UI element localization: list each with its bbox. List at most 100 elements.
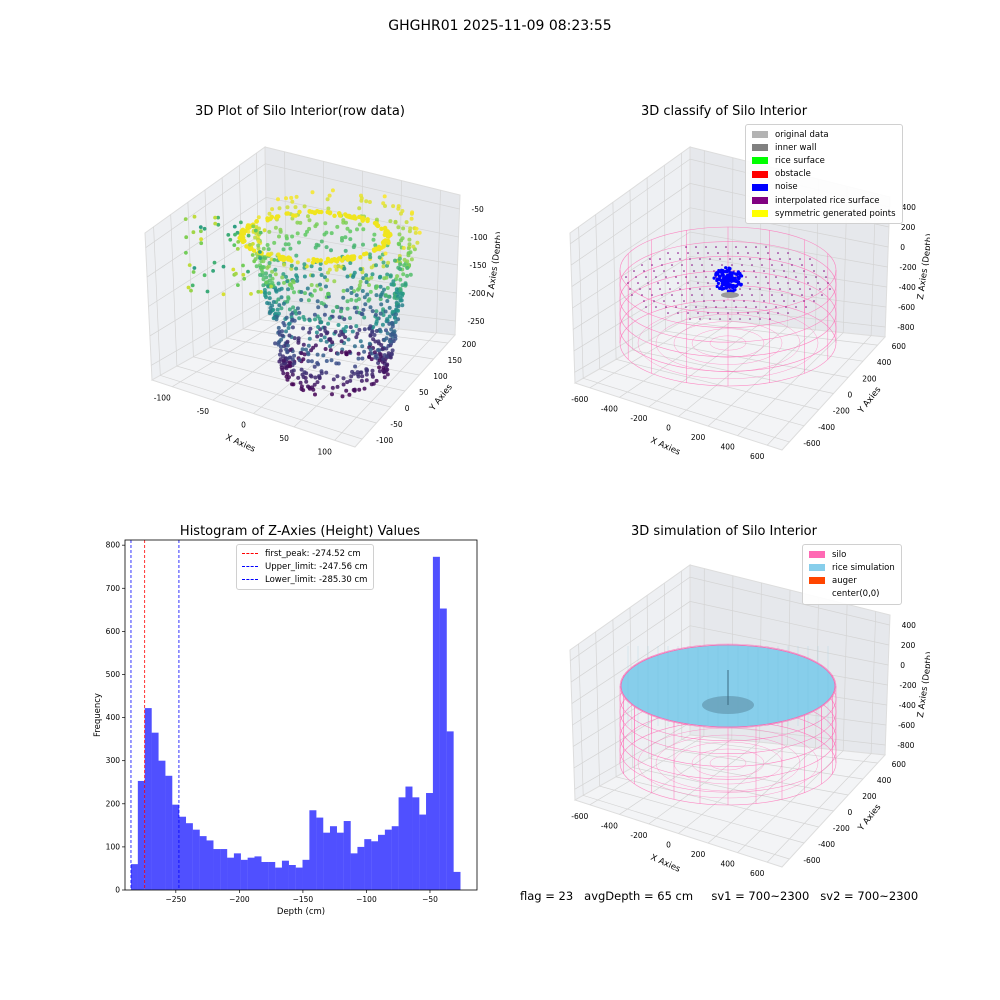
scatter-point xyxy=(325,256,331,262)
scatter-point xyxy=(192,214,197,219)
scatter-point xyxy=(256,215,261,220)
raw-3d-plot[interactable]: -100-50050100200150100500-50-100-50-100-… xyxy=(130,125,500,470)
legend-item: obstacle xyxy=(752,168,896,181)
scatter-point xyxy=(295,306,300,311)
histogram-bar xyxy=(357,846,365,890)
scatter-point xyxy=(267,301,272,306)
scatter-point xyxy=(398,288,403,293)
interpolated-point xyxy=(697,312,699,314)
scatter-point xyxy=(349,291,354,295)
scatter-point xyxy=(291,279,295,284)
scatter-point xyxy=(306,258,311,263)
scatter-point xyxy=(285,350,290,355)
z-tick-label: 200 xyxy=(901,641,916,650)
interpolated-point xyxy=(645,306,647,308)
scatter-point xyxy=(277,329,282,334)
scatter-point xyxy=(345,299,350,304)
z-tick-label: -400 xyxy=(899,283,916,292)
legend-swatch xyxy=(752,170,768,178)
interpolated-point xyxy=(713,300,715,302)
scatter-point xyxy=(401,226,406,231)
scatter-point xyxy=(388,274,393,279)
scatter-point xyxy=(302,370,307,375)
histogram-bar xyxy=(384,829,392,890)
scatter-point xyxy=(189,288,193,293)
histogram-bar xyxy=(329,826,337,890)
scatter-point xyxy=(308,373,313,378)
scatter-point xyxy=(366,298,371,303)
scatter-point xyxy=(309,209,315,215)
x-grid-line xyxy=(737,604,848,853)
silo-floor-ring xyxy=(709,335,747,351)
scatter-point xyxy=(313,392,317,397)
scatter-point xyxy=(327,210,333,215)
scatter-point xyxy=(373,312,378,317)
scatter-point xyxy=(335,384,340,389)
y-grid-line xyxy=(646,177,849,378)
scatter-point xyxy=(295,220,300,225)
scatter-point xyxy=(297,316,302,321)
scatter-point xyxy=(258,230,263,235)
scatter-point xyxy=(364,273,369,278)
scatter-point xyxy=(294,253,299,258)
scatter-point xyxy=(386,260,391,265)
histogram-chart[interactable]: −250 −200 −150 −100 −50 0 100 200 300 400 500 600 70… xyxy=(85,535,485,920)
z-grid-line xyxy=(571,207,889,287)
interpolated-point xyxy=(695,276,697,278)
interpolated-point xyxy=(785,276,787,278)
interpolated-point xyxy=(673,300,675,302)
scatter-point xyxy=(360,374,365,379)
interpolated-point xyxy=(791,294,793,296)
scatter-point xyxy=(373,243,378,248)
x-tick-label: −250 xyxy=(166,895,187,904)
interpolated-point xyxy=(773,270,775,272)
interpolated-point xyxy=(749,318,751,320)
scatter-point xyxy=(362,327,367,332)
scatter-point xyxy=(316,325,321,329)
scatter-point xyxy=(341,376,346,381)
scatter-point xyxy=(317,316,322,321)
scatter-point xyxy=(377,365,382,370)
interpolated-point xyxy=(727,252,729,254)
scatter-point xyxy=(299,290,304,294)
y-tick-label: 600 xyxy=(892,760,907,769)
noise-point xyxy=(725,282,729,286)
scatter-point xyxy=(251,224,256,229)
scatter-point xyxy=(331,377,336,382)
scatter-point xyxy=(288,348,293,352)
scatter-point xyxy=(334,267,339,272)
x-tick-label: 0 xyxy=(666,841,671,850)
y-tick-label: 200 xyxy=(462,340,477,349)
scatter-point xyxy=(301,342,306,347)
histogram-bar xyxy=(240,859,248,890)
interpolated-point xyxy=(699,288,701,290)
scatter-point xyxy=(280,333,285,338)
scatter-point xyxy=(398,267,402,271)
scatter-point xyxy=(284,196,288,201)
noise-point xyxy=(720,284,724,288)
scatter-point xyxy=(330,340,335,345)
scatter-point xyxy=(349,256,354,262)
scatter-point xyxy=(245,225,250,230)
x-grid-line xyxy=(678,589,791,834)
scatter-point xyxy=(327,267,332,272)
scatter-point xyxy=(361,216,366,222)
y-tick-label: 800 xyxy=(106,541,121,550)
y-grid-line xyxy=(170,214,377,424)
scatter-point xyxy=(357,283,362,288)
y-axis-label: Y Axies xyxy=(856,385,884,417)
scatter-point xyxy=(283,242,288,247)
scatter-point xyxy=(344,352,349,357)
scatter-point xyxy=(216,222,221,227)
scatter-point xyxy=(284,315,289,320)
z-tick-label: -800 xyxy=(897,741,914,750)
simulation-3d-plot[interactable]: -600-400-20002004006006004002000-200-400… xyxy=(550,545,930,885)
histogram-bar xyxy=(288,865,296,890)
scatter-point xyxy=(186,285,191,290)
interpolated-point xyxy=(767,252,769,254)
interpolated-point xyxy=(677,252,679,254)
scatter-point xyxy=(346,337,351,342)
scatter-point xyxy=(292,290,296,295)
scatter-point xyxy=(267,229,272,234)
x-grid-line xyxy=(293,180,402,428)
